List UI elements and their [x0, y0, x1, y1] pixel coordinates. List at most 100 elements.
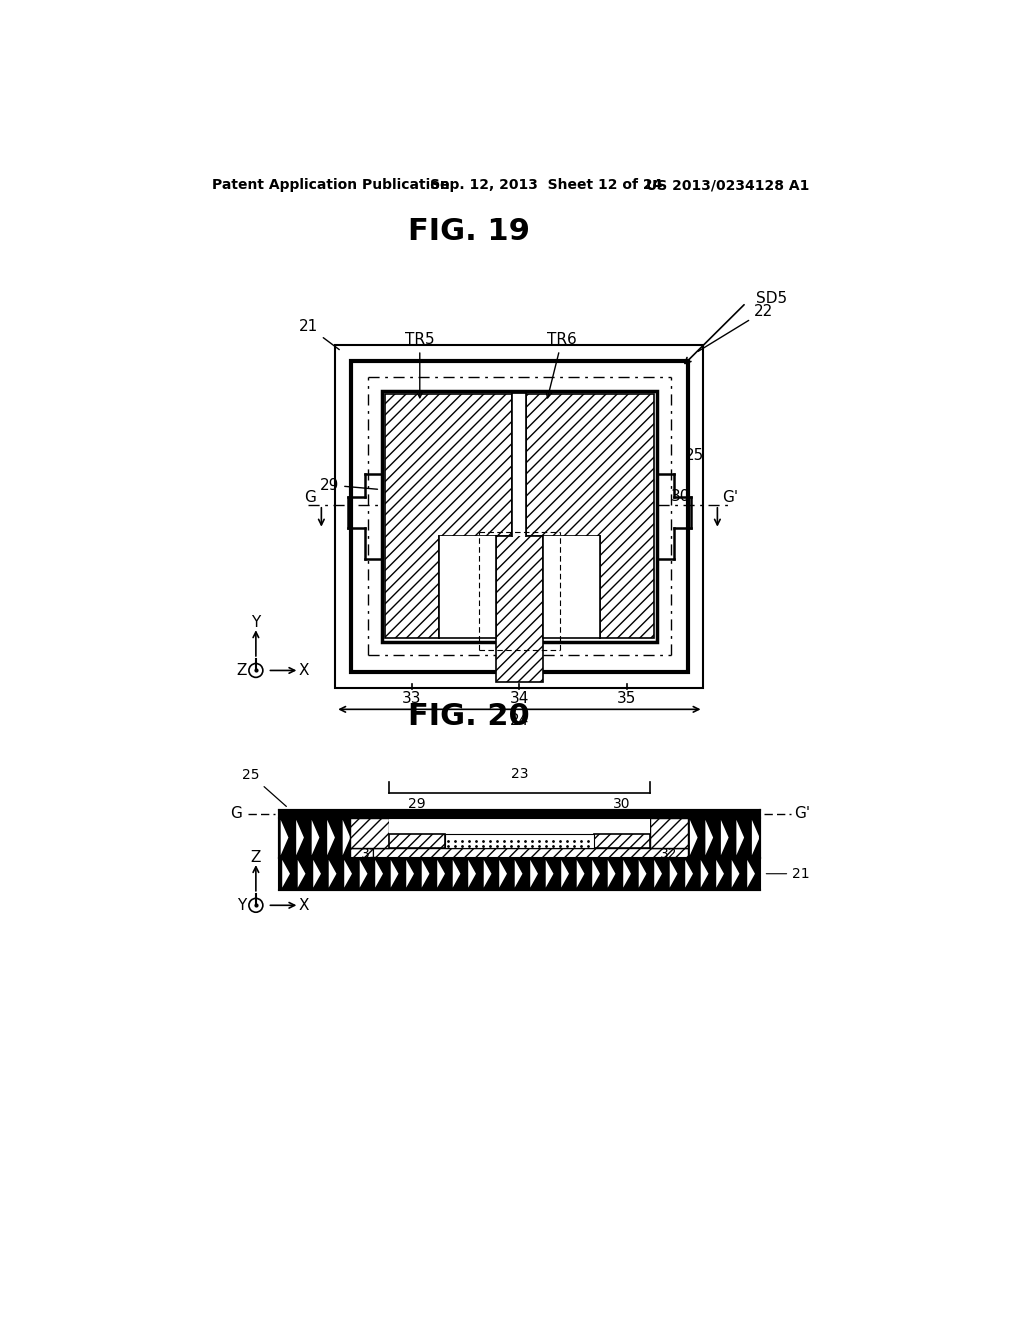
Text: 29: 29 — [319, 478, 378, 492]
Polygon shape — [313, 859, 321, 887]
Polygon shape — [592, 859, 600, 887]
Bar — [389, 817, 649, 834]
Polygon shape — [526, 395, 654, 639]
Polygon shape — [281, 820, 289, 855]
Text: 29: 29 — [409, 797, 426, 810]
Text: 27: 27 — [511, 862, 528, 875]
Text: US 2013/0234128 A1: US 2013/0234128 A1 — [646, 178, 809, 193]
Text: 25: 25 — [243, 768, 287, 807]
Polygon shape — [716, 859, 724, 887]
Polygon shape — [736, 820, 744, 855]
Text: 25: 25 — [685, 447, 705, 463]
Text: SD5: SD5 — [756, 292, 787, 306]
Bar — [543, 536, 600, 639]
Bar — [389, 834, 445, 849]
Polygon shape — [752, 820, 760, 855]
Text: 32: 32 — [660, 846, 678, 861]
Polygon shape — [496, 395, 543, 681]
Polygon shape — [328, 820, 335, 855]
Polygon shape — [344, 859, 352, 887]
Text: 31: 31 — [361, 846, 379, 861]
Text: 22: 22 — [698, 304, 773, 351]
Bar — [439, 536, 496, 639]
Polygon shape — [500, 859, 507, 887]
Text: Z: Z — [237, 663, 247, 678]
Text: 26: 26 — [400, 862, 418, 875]
Polygon shape — [561, 859, 569, 887]
Bar — [280, 858, 760, 890]
Polygon shape — [407, 859, 414, 887]
Text: 21: 21 — [766, 867, 810, 880]
Bar — [389, 817, 649, 849]
Polygon shape — [670, 859, 678, 887]
Polygon shape — [685, 859, 693, 887]
Text: X: X — [299, 663, 309, 678]
Text: 35: 35 — [617, 692, 636, 706]
Text: 21: 21 — [299, 319, 339, 350]
Text: Y: Y — [238, 898, 247, 913]
Polygon shape — [483, 859, 492, 887]
Text: Y: Y — [251, 615, 260, 630]
Bar — [594, 834, 649, 849]
Bar — [351, 360, 688, 672]
Text: G': G' — [795, 807, 810, 821]
Polygon shape — [732, 859, 739, 887]
Polygon shape — [453, 859, 461, 887]
Polygon shape — [375, 859, 383, 887]
Polygon shape — [546, 859, 554, 887]
Bar — [445, 834, 594, 849]
Text: 30: 30 — [613, 797, 631, 810]
Polygon shape — [468, 859, 476, 887]
Text: 26: 26 — [703, 862, 721, 875]
Text: 24: 24 — [510, 713, 529, 727]
Text: Z: Z — [251, 850, 261, 865]
Polygon shape — [624, 859, 631, 887]
Polygon shape — [311, 820, 319, 855]
Polygon shape — [359, 859, 368, 887]
Polygon shape — [654, 859, 662, 887]
Bar — [335, 345, 703, 688]
Bar — [350, 817, 688, 858]
Polygon shape — [530, 859, 538, 887]
Text: FIG. 19: FIG. 19 — [408, 216, 530, 246]
Polygon shape — [385, 395, 512, 639]
Bar — [350, 849, 688, 858]
Polygon shape — [298, 859, 305, 887]
Text: G: G — [230, 807, 243, 821]
Polygon shape — [690, 820, 697, 855]
Polygon shape — [577, 859, 585, 887]
Text: G: G — [304, 490, 316, 504]
Polygon shape — [283, 859, 290, 887]
Text: 28: 28 — [616, 862, 634, 875]
Text: 34: 34 — [510, 692, 529, 706]
Polygon shape — [343, 820, 350, 855]
Text: X: X — [299, 898, 309, 913]
Text: TR6: TR6 — [546, 333, 577, 397]
Polygon shape — [639, 859, 646, 887]
Polygon shape — [437, 859, 445, 887]
Text: 23: 23 — [511, 767, 528, 781]
Polygon shape — [721, 820, 729, 855]
Polygon shape — [422, 859, 429, 887]
Text: G': G' — [723, 490, 738, 504]
Text: FIG. 20: FIG. 20 — [409, 702, 529, 731]
Bar — [382, 391, 657, 642]
Text: Patent Application Publication: Patent Application Publication — [212, 178, 450, 193]
Bar — [688, 817, 760, 858]
Polygon shape — [329, 859, 337, 887]
Text: Sep. 12, 2013  Sheet 12 of 24: Sep. 12, 2013 Sheet 12 of 24 — [430, 178, 663, 193]
Bar — [280, 810, 760, 817]
Text: 30: 30 — [671, 488, 690, 504]
Bar — [512, 395, 526, 536]
Bar — [350, 817, 389, 849]
Polygon shape — [748, 859, 755, 887]
Polygon shape — [706, 820, 713, 855]
Polygon shape — [515, 859, 522, 887]
Polygon shape — [700, 859, 709, 887]
Text: 22: 22 — [306, 862, 324, 875]
Text: TR5: TR5 — [404, 333, 434, 397]
Polygon shape — [296, 820, 304, 855]
Bar — [649, 817, 688, 849]
Bar — [280, 817, 350, 858]
Polygon shape — [391, 859, 398, 887]
